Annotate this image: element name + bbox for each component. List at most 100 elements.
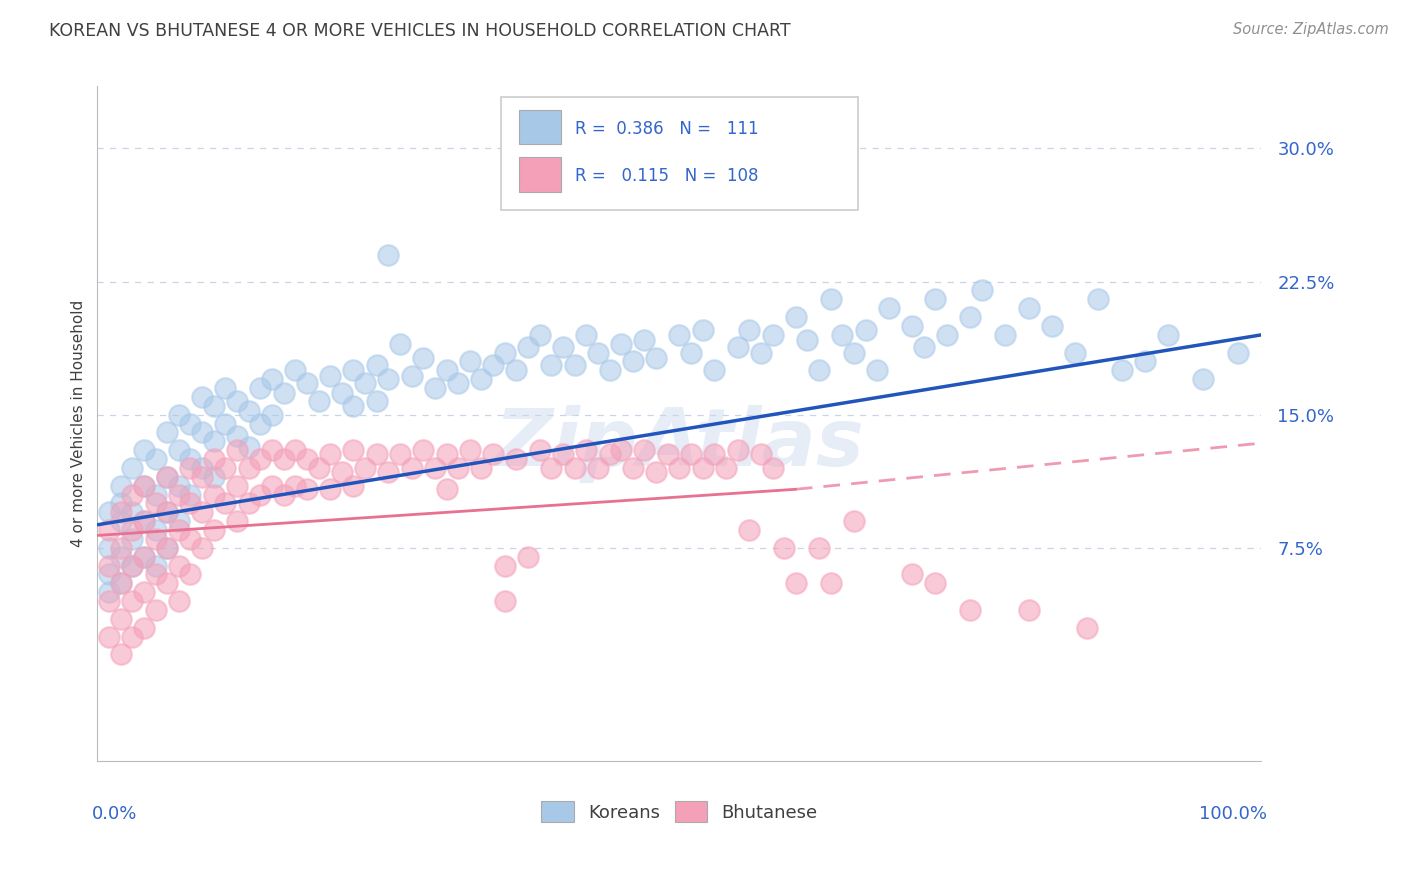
Point: [738, 523, 761, 537]
Point: [377, 372, 399, 386]
Point: [319, 368, 342, 383]
Point: [458, 354, 481, 368]
Point: [517, 549, 540, 564]
Point: [110, 514, 132, 528]
Point: [167, 443, 190, 458]
Point: [179, 417, 201, 431]
Point: [842, 514, 865, 528]
Point: [761, 461, 783, 475]
Point: [284, 479, 307, 493]
Point: [494, 594, 516, 608]
Point: [1076, 621, 1098, 635]
Point: [692, 461, 714, 475]
Point: [785, 310, 807, 324]
Point: [214, 461, 236, 475]
Point: [191, 461, 214, 475]
Point: [214, 381, 236, 395]
Point: [505, 363, 527, 377]
Point: [110, 541, 132, 555]
Point: [121, 505, 143, 519]
Point: [308, 393, 330, 408]
Point: [621, 461, 644, 475]
Point: [249, 381, 271, 395]
Point: [145, 496, 167, 510]
Point: [679, 447, 702, 461]
Point: [145, 523, 167, 537]
Text: ZipAtlas: ZipAtlas: [495, 405, 865, 483]
Point: [692, 322, 714, 336]
Point: [517, 340, 540, 354]
Point: [855, 322, 877, 336]
Point: [1157, 327, 1180, 342]
Point: [1018, 301, 1040, 316]
Point: [633, 333, 655, 347]
Point: [98, 505, 121, 519]
Point: [98, 630, 121, 644]
Point: [156, 470, 179, 484]
Point: [436, 483, 458, 497]
Y-axis label: 4 or more Vehicles in Household: 4 or more Vehicles in Household: [72, 300, 86, 547]
Point: [167, 514, 190, 528]
Point: [1087, 293, 1109, 307]
Point: [761, 327, 783, 342]
Point: [820, 576, 842, 591]
Point: [610, 443, 633, 458]
Point: [505, 452, 527, 467]
Point: [145, 558, 167, 573]
Text: R =  0.386   N =   111: R = 0.386 N = 111: [575, 120, 758, 137]
Point: [436, 363, 458, 377]
Point: [202, 452, 225, 467]
Point: [132, 585, 155, 599]
Point: [1064, 345, 1087, 359]
Point: [273, 386, 295, 401]
Point: [238, 404, 260, 418]
Point: [156, 576, 179, 591]
Point: [1227, 345, 1250, 359]
Point: [447, 376, 470, 390]
Point: [110, 505, 132, 519]
Point: [156, 470, 179, 484]
Point: [575, 327, 598, 342]
Point: [610, 336, 633, 351]
Point: [167, 523, 190, 537]
Point: [529, 443, 551, 458]
Point: [377, 465, 399, 479]
Point: [110, 612, 132, 626]
Point: [657, 447, 679, 461]
Point: [924, 293, 946, 307]
Point: [621, 354, 644, 368]
Point: [226, 479, 249, 493]
Point: [132, 514, 155, 528]
Point: [412, 351, 434, 365]
Point: [529, 327, 551, 342]
Point: [191, 541, 214, 555]
Point: [179, 567, 201, 582]
Point: [98, 585, 121, 599]
Point: [633, 443, 655, 458]
Point: [191, 425, 214, 440]
Point: [191, 390, 214, 404]
Point: [121, 630, 143, 644]
Point: [342, 479, 364, 493]
Point: [564, 461, 586, 475]
Point: [98, 541, 121, 555]
Point: [586, 461, 609, 475]
Point: [98, 594, 121, 608]
Point: [179, 452, 201, 467]
Point: [226, 393, 249, 408]
Point: [284, 443, 307, 458]
Point: [110, 576, 132, 591]
Point: [540, 461, 562, 475]
Point: [249, 417, 271, 431]
Point: [959, 310, 981, 324]
Text: 100.0%: 100.0%: [1199, 805, 1267, 822]
Point: [179, 461, 201, 475]
Point: [494, 558, 516, 573]
Point: [564, 358, 586, 372]
Point: [167, 594, 190, 608]
Point: [273, 487, 295, 501]
Point: [401, 368, 423, 383]
Point: [132, 479, 155, 493]
Point: [226, 429, 249, 443]
Point: [260, 372, 283, 386]
